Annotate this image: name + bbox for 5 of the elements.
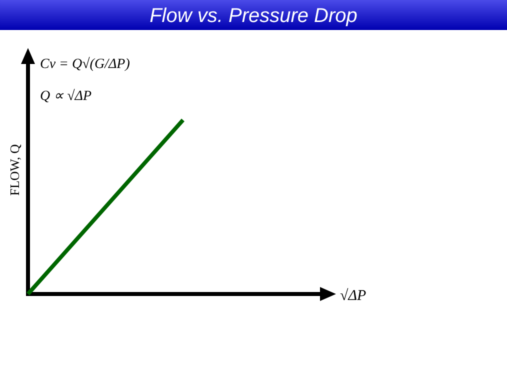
- x-axis-title: √ΔP: [340, 288, 366, 304]
- chart-title: Flow vs. Pressure Drop: [150, 5, 358, 27]
- text: Cv = Q√(G/ΔP): [40, 56, 130, 72]
- y-axis-title: FLOW, Q: [7, 144, 22, 196]
- text: Q ∝ √ΔP: [40, 88, 92, 104]
